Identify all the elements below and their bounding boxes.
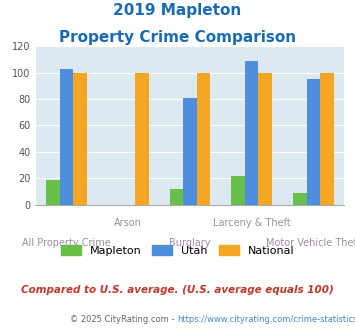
Text: 2019 Mapleton: 2019 Mapleton <box>113 3 242 18</box>
Text: Motor Vehicle Theft: Motor Vehicle Theft <box>266 238 355 248</box>
Text: All Property Crime: All Property Crime <box>22 238 111 248</box>
Bar <box>320 73 334 205</box>
Bar <box>135 73 148 205</box>
Bar <box>245 61 258 205</box>
Bar <box>293 193 307 205</box>
Text: Burglary: Burglary <box>169 238 211 248</box>
Text: Compared to U.S. average. (U.S. average equals 100): Compared to U.S. average. (U.S. average … <box>21 285 334 295</box>
Legend: Mapleton, Utah, National: Mapleton, Utah, National <box>56 241 299 260</box>
Bar <box>307 79 320 205</box>
Text: © 2025 CityRating.com -: © 2025 CityRating.com - <box>71 315 178 324</box>
Bar <box>60 69 73 205</box>
Bar <box>73 73 87 205</box>
Text: Arson: Arson <box>114 218 142 228</box>
Bar <box>258 73 272 205</box>
Bar <box>46 180 60 205</box>
Text: Larceny & Theft: Larceny & Theft <box>213 218 291 228</box>
Bar <box>183 98 197 205</box>
Bar <box>170 189 183 205</box>
Text: https://www.cityrating.com/crime-statistics/: https://www.cityrating.com/crime-statist… <box>178 315 355 324</box>
Bar <box>197 73 210 205</box>
Text: Property Crime Comparison: Property Crime Comparison <box>59 30 296 45</box>
Bar <box>231 176 245 205</box>
